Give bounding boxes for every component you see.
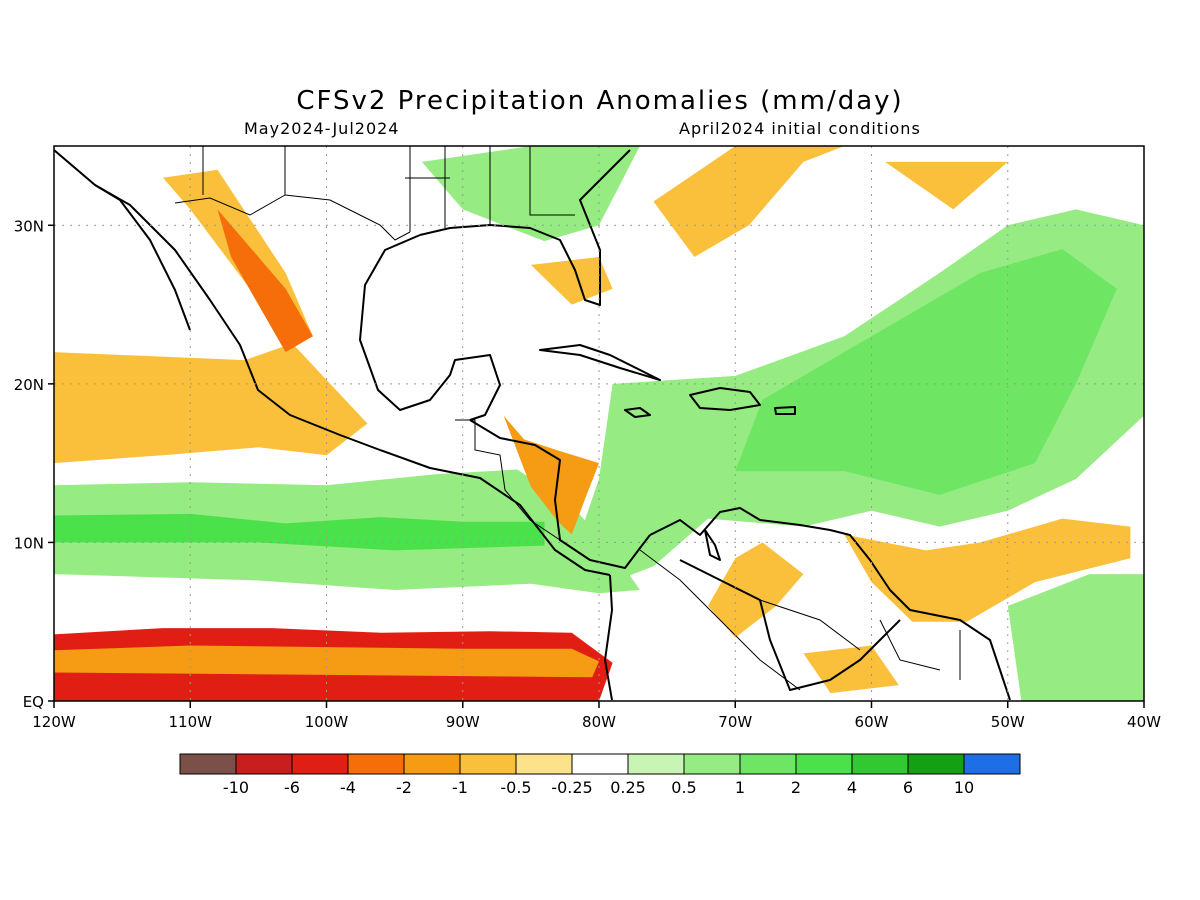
colorbar-swatch-3 [347,753,405,775]
coastline-south-america-north [649,507,1011,701]
colorbar-swatch-13 [907,753,965,775]
colorbar-swatch-6 [515,753,573,775]
coastline-mexico-pacific [54,149,611,576]
colorbar-swatch-10 [739,753,797,775]
colorbar-label-0: -10 [223,778,249,797]
colorbar-label-2: -4 [340,778,356,797]
colorbar-swatch-7 [571,753,629,775]
coastline-gulf-coast-us [419,149,631,306]
colorbar-label-10: 2 [791,778,801,797]
colorbar-legend: -10 -6 -4 -2 -1 -0.5 -0.25 0.25 0.5 1 2 4 6 10 [179,753,1021,797]
central-america-borders [455,419,561,541]
colorbar-label-12: 6 [903,778,913,797]
anomaly-region-12 [844,518,1131,622]
anomaly-region-4 [217,209,313,353]
graticule [54,146,1144,701]
map-axes: 30N 20N 10N EQ 120W 110W 100W 90W 80W 70W 60W 50W 40… [14,217,1161,731]
colorbar-label-4: -1 [452,778,468,797]
y-tick-label-3: EQ [23,693,44,711]
coastline-lake-maracaibo [704,529,721,561]
colorbar-label-9: 1 [735,778,745,797]
anomaly-region-14 [653,146,845,257]
anomaly-region-15 [885,161,1008,210]
chart-title: CFSv2 Precipitation Anomalies (mm/day) [296,86,904,116]
colorbar-swatch-1 [235,753,293,775]
forecast-period-label: May2024-Jul2024 [244,119,400,138]
coastline-central-america-caribbean [469,419,651,569]
coastline-puerto-rico [774,406,796,415]
colorbar-label-1: -6 [284,778,300,797]
anomaly-region-3 [54,169,368,464]
colorbar-label-7: 0.25 [610,778,646,797]
anomaly-region-10 [421,146,640,242]
x-tick-label-6: 60W [855,713,889,731]
colorbar-swatch-12 [851,753,909,775]
south-america-borders [639,549,961,691]
anomaly-region-9 [735,249,1117,495]
colorbar-label-13: 10 [954,778,974,797]
colorbar-swatch-5 [459,753,517,775]
anomaly-field-layer [54,146,1144,701]
x-tick-label-7: 50W [991,713,1025,731]
y-tick-label-2: 10N [14,534,44,552]
x-tick-label-5: 70W [718,713,752,731]
coastline-hispaniola [689,387,761,411]
anomaly-region-1 [54,645,599,678]
x-tick-label-8: 40W [1127,713,1161,731]
colorbar-swatch-8 [627,753,685,775]
anomaly-region-7 [503,415,599,535]
colorbar-label-6: -0.25 [551,778,592,797]
coastline-gulf-of-mexico [359,234,501,421]
colorbar-swatch-9 [683,753,741,775]
anomaly-region-6 [54,513,545,551]
us-state-borders [202,146,575,232]
colorbar-swatch-4 [403,753,461,775]
coastline-layer [54,149,1011,701]
y-tick-label-1: 20N [14,376,44,394]
anomaly-region-16 [530,257,613,305]
coastline-orinoco-region [679,559,901,691]
coastline-cuba [539,344,661,381]
colorbar-label-5: -0.5 [500,778,531,797]
anomaly-region-11 [708,542,804,638]
x-tick-label-3: 90W [446,713,480,731]
y-tick-label-0: 30N [14,217,44,235]
colorbar-swatch-14 [963,753,1021,775]
coastline-jamaica [624,407,651,418]
anomaly-region-17 [1007,574,1144,701]
coastline-south-america-pacific [604,574,613,701]
x-tick-label-4: 80W [582,713,616,731]
initial-conditions-label: April2024 initial conditions [679,119,921,138]
us-mexico-border-east [284,194,411,241]
x-tick-label-2: 100W [305,713,349,731]
colorbar-label-8: 0.5 [671,778,696,797]
colorbar-label-3: -2 [396,778,412,797]
x-tick-label-1: 110W [169,713,213,731]
colorbar-swatch-0 [179,753,237,775]
colorbar-label-11: 4 [847,778,857,797]
political-borders-layer [174,146,961,691]
colorbar-swatch-11 [795,753,853,775]
x-tick-label-0: 120W [32,713,76,731]
us-mexico-border [174,146,286,216]
colorbar-swatch-2 [291,753,349,775]
coastline-baja [94,184,191,331]
anomaly-region-13 [803,645,899,694]
